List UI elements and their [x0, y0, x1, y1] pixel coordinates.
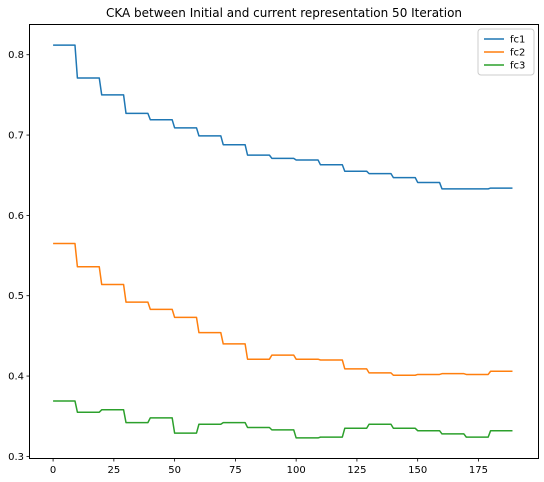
- x-tick-label: 75: [229, 465, 242, 476]
- series-line-fc1: [53, 44, 513, 190]
- x-axis: 0 25 50 75 100 125 150 175: [50, 458, 488, 476]
- plot-area: [53, 44, 513, 439]
- y-tick-label: 0.3: [8, 452, 24, 463]
- legend: fc1 fc2 fc3: [477, 28, 535, 76]
- chart-title: CKA between Initial and current represen…: [106, 6, 462, 20]
- y-tick-label: 0.8: [8, 50, 24, 61]
- plot-frame: [29, 24, 539, 459]
- legend-label-fc1: fc1: [510, 35, 525, 46]
- y-tick-label: 0.7: [8, 131, 24, 142]
- x-tick-label: 175: [469, 465, 488, 476]
- x-tick-label: 100: [287, 465, 306, 476]
- series-line-fc3: [53, 400, 513, 439]
- y-tick-label: 0.5: [8, 291, 24, 302]
- y-tick-label: 0.4: [8, 372, 24, 383]
- legend-box: [477, 28, 535, 76]
- x-tick-label: 50: [168, 465, 181, 476]
- y-tick-label: 0.6: [8, 211, 24, 222]
- x-tick-label: 150: [408, 465, 427, 476]
- x-tick-label: 0: [50, 465, 56, 476]
- x-tick-label: 25: [107, 465, 120, 476]
- legend-label-fc2: fc2: [510, 48, 525, 59]
- legend-label-fc3: fc3: [510, 61, 525, 72]
- y-axis: 0.3 0.4 0.5 0.6 0.7 0.8: [8, 50, 30, 463]
- series-line-fc2: [53, 242, 513, 377]
- x-tick-label: 125: [347, 465, 366, 476]
